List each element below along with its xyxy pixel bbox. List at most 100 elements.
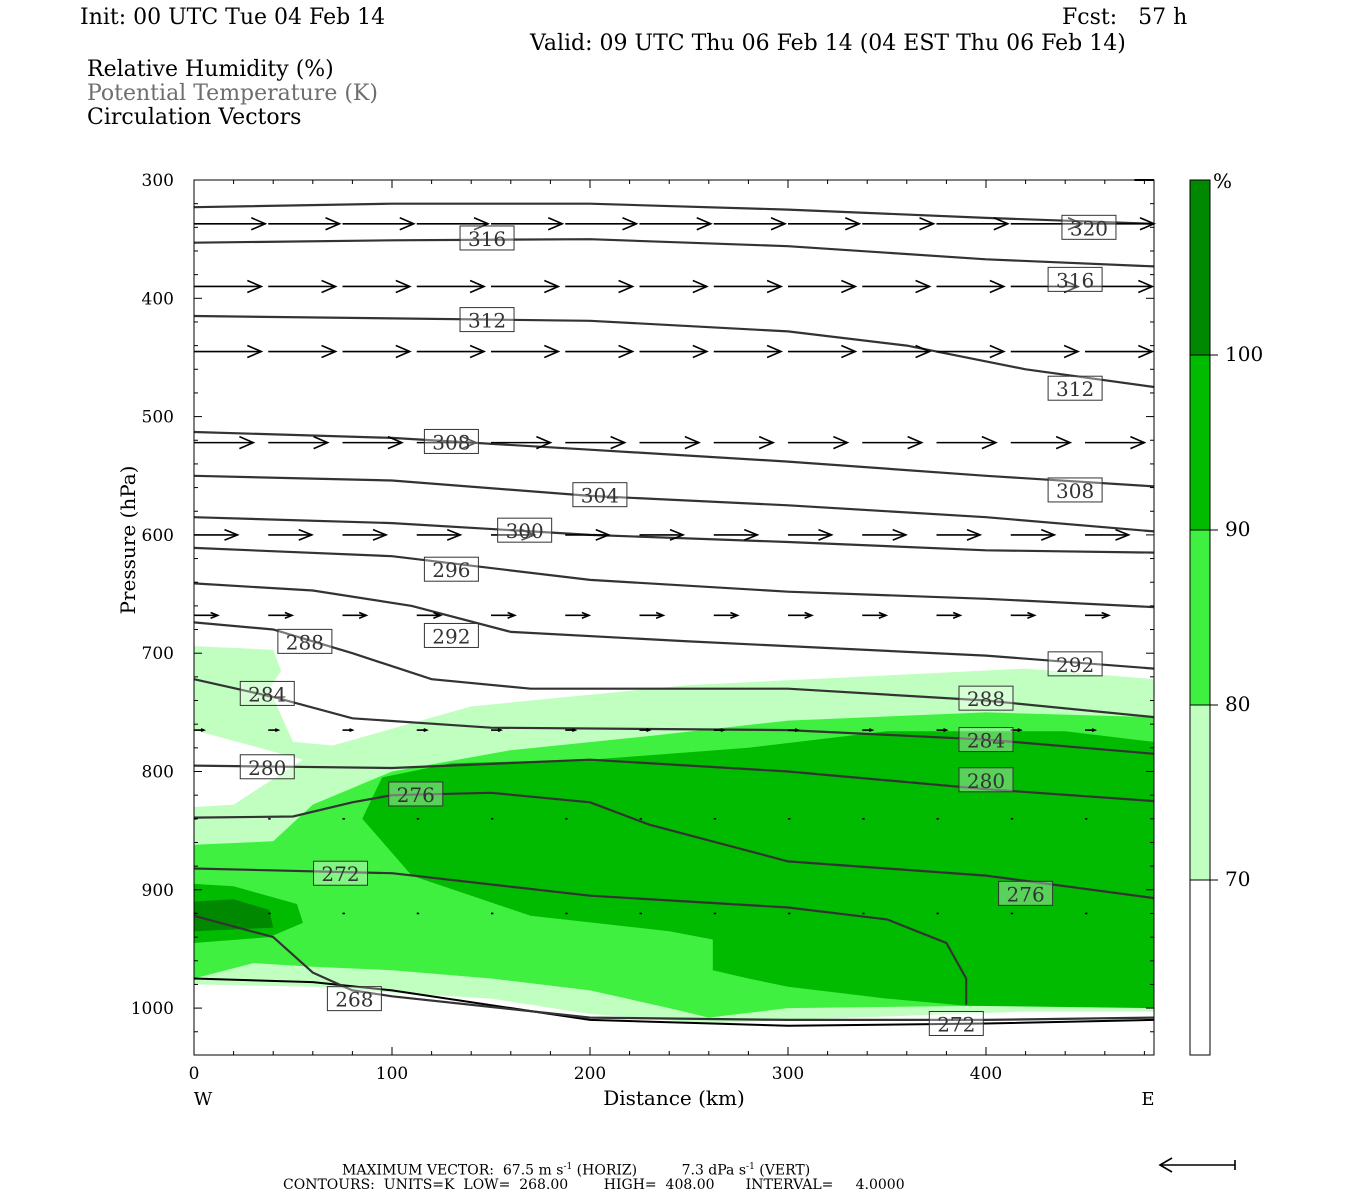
- colorbar-label-80: 80: [1225, 692, 1250, 716]
- vert-suffix: (VERT): [754, 1162, 811, 1179]
- horiz-suffix: (HORIZ): [572, 1162, 638, 1179]
- vert-exponent: -1: [746, 1162, 755, 1172]
- horiz-exponent: -1: [563, 1162, 573, 1172]
- circulation-vector: [788, 728, 801, 733]
- forecast-hour: Fcst: 57 h: [1062, 5, 1188, 30]
- contour-label-text: 292: [1056, 653, 1094, 677]
- circulation-vector: [862, 344, 932, 359]
- x-end-label-west: W: [194, 1089, 213, 1110]
- contour-label-box: [1047, 651, 1103, 677]
- circulation-vector: [491, 217, 565, 231]
- init-time: Init: 00 UTC Tue 04 Feb 14: [80, 5, 386, 30]
- circulation-vector: [342, 528, 389, 541]
- contour-label-284-1: 284: [958, 727, 1014, 753]
- x-tick-label-300: 300: [772, 1064, 804, 1084]
- contour-label-text: 296: [432, 558, 470, 582]
- theta-contour-300: [193, 516, 1155, 554]
- contour-label-288-1: 288: [958, 685, 1014, 711]
- circulation-vector: [342, 217, 416, 231]
- circulation-vector: [713, 435, 776, 450]
- circulation-vector: [936, 528, 983, 541]
- contour-label-box: [388, 781, 444, 807]
- circulation-vector: [788, 435, 850, 450]
- contour-label-text: 292: [432, 624, 470, 648]
- contour-label-text: 284: [967, 729, 1005, 753]
- plot-frame: [193, 179, 1155, 1056]
- circulation-vector: [862, 217, 936, 231]
- circulation-vector: [936, 728, 949, 733]
- theta-contour-316: [193, 238, 1155, 268]
- circulation-vector: [416, 611, 443, 619]
- circulation-vector: [1085, 528, 1131, 541]
- contour-label-text: 304: [581, 484, 619, 508]
- circulation-vector: [936, 217, 1010, 231]
- contour-label-text: 268: [335, 988, 373, 1012]
- contour-label-268-0: 268: [326, 986, 382, 1012]
- circulation-vector: [565, 344, 635, 359]
- circulation-vector: [862, 528, 908, 541]
- circulation-vector: [862, 279, 932, 294]
- circulation-vector: [194, 344, 264, 359]
- circulation-vector: [1085, 344, 1155, 359]
- contour-label-box: [423, 428, 479, 454]
- circulation-vector: [1010, 279, 1081, 294]
- y-tick-label-500: 500: [142, 408, 174, 428]
- contour-label-272-0: 272: [313, 860, 369, 886]
- theta-contour-292: [193, 582, 1155, 670]
- theta-contour-312: [193, 314, 1155, 389]
- colorbar-swatch-3: [1189, 704, 1211, 881]
- circulation-vector: [1085, 728, 1098, 733]
- circulation-vector: [194, 279, 264, 294]
- contour-label-box: [572, 482, 628, 508]
- contour-label-276-1: 276: [998, 880, 1054, 906]
- contour-label-box: [1047, 477, 1103, 503]
- circulation-vector: [491, 528, 537, 541]
- contour-label-text: 288: [967, 687, 1005, 711]
- theta-contour-320: [193, 202, 1155, 225]
- circulation-vector: [713, 344, 784, 359]
- circulation-vector: [788, 217, 862, 231]
- contour-label-304-0: 304: [572, 482, 628, 508]
- contour-label-text: 284: [248, 682, 286, 706]
- y-tick-label-1000: 1000: [131, 999, 174, 1019]
- circulation-vector: [194, 217, 268, 231]
- contour-label-text: 312: [1056, 377, 1094, 401]
- circulation-vector: [416, 728, 429, 733]
- circulation-vector: [639, 728, 652, 733]
- circulation-vector: [936, 344, 1006, 359]
- x-tick-label-200: 200: [574, 1064, 606, 1084]
- circulation-vector: [1010, 435, 1073, 450]
- circulation-vector: [788, 611, 814, 619]
- max-vector-horiz: 67.5 m s: [502, 1162, 564, 1179]
- contour-label-box: [239, 680, 295, 706]
- circulation-vector: [713, 217, 788, 231]
- y-tick-label-900: 900: [142, 881, 174, 901]
- contour-label-box: [998, 880, 1054, 906]
- theta-contour-272: [193, 867, 968, 1005]
- contour-label-280-1: 280: [958, 767, 1014, 793]
- circulation-vector: [491, 728, 504, 733]
- circulation-vector: [1085, 435, 1147, 450]
- circulation-vector: [342, 611, 369, 619]
- circulation-vector: [565, 435, 627, 450]
- contour-label-276-0: 276: [388, 781, 444, 807]
- contour-label-text: 316: [468, 227, 506, 251]
- circulation-vector: [713, 611, 740, 619]
- theta-contour-308: [193, 430, 1155, 488]
- circulation-vector: [194, 728, 207, 733]
- circulation-vector: [1010, 528, 1057, 541]
- contour-label-308-1: 308: [1047, 477, 1103, 503]
- circulation-vector: [1010, 344, 1081, 359]
- circulation-vector: [268, 528, 314, 541]
- circulation-vector: [1085, 611, 1111, 619]
- contour-label-box: [326, 986, 382, 1012]
- contour-label-box: [1047, 375, 1103, 401]
- theta-contour-288: [193, 621, 1155, 719]
- circulation-vector: [268, 279, 338, 294]
- y-tick-label-700: 700: [142, 644, 174, 664]
- circulation-vector: [342, 435, 404, 450]
- theta-contour-284: [193, 678, 1155, 755]
- colorbar-swatch-4: [1189, 879, 1211, 1056]
- circulation-vector: [862, 435, 924, 450]
- x-tick-label-400: 400: [970, 1064, 1002, 1084]
